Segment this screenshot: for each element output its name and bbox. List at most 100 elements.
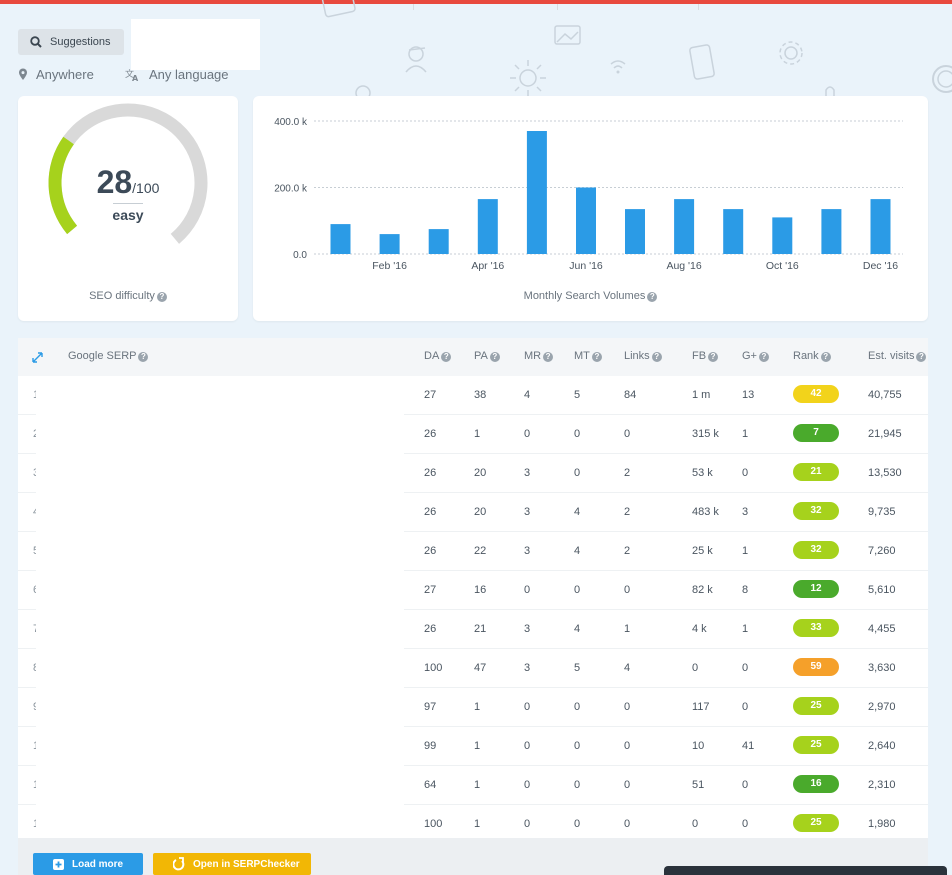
help-icon[interactable]: ?: [156, 292, 167, 302]
volume-bar[interactable]: [379, 234, 400, 254]
volume-bar[interactable]: [526, 131, 547, 254]
seo-score-value: 28: [96, 164, 133, 200]
help-icon[interactable]: ?: [647, 292, 658, 302]
col-mr[interactable]: MR?: [524, 350, 554, 362]
expand-icon[interactable]: [32, 352, 43, 363]
location-selector[interactable]: Anywhere: [18, 67, 94, 82]
cell-fb: 53 k: [692, 467, 713, 479]
cell-fb: 117: [692, 701, 710, 713]
rank-badge: 21: [793, 463, 839, 481]
help-icon[interactable]: ?: [820, 352, 831, 362]
col-rank[interactable]: Rank?: [793, 350, 831, 362]
volume-bar[interactable]: [870, 199, 891, 254]
y-tick-label: 0.0: [293, 250, 307, 261]
x-tick-label: Oct '16: [766, 260, 799, 272]
score-divider: [113, 203, 143, 204]
seo-difficulty-caption: SEO difficulty?: [18, 290, 238, 302]
cell-pa: 21: [474, 623, 487, 635]
help-icon[interactable]: ?: [441, 352, 452, 362]
help-icon[interactable]: ?: [138, 352, 149, 362]
col-serp[interactable]: Google SERP?: [68, 350, 149, 362]
cell-pa: 1: [474, 428, 481, 440]
cell-pa: 1: [474, 779, 481, 791]
rank-badge: 25: [793, 814, 839, 832]
sun-doodle-icon: [510, 60, 546, 96]
nav-divider: [698, 4, 699, 10]
rank-badge: 25: [793, 697, 839, 715]
help-icon[interactable]: ?: [591, 352, 602, 362]
cell-mr: 0: [524, 584, 531, 596]
cell-fb: 82 k: [692, 584, 713, 596]
cell-visits: 40,755: [868, 389, 902, 401]
volume-bar[interactable]: [674, 199, 695, 254]
cell-links: 0: [624, 779, 631, 791]
help-icon[interactable]: ?: [651, 352, 662, 362]
cell-fb: 483 k: [692, 506, 719, 518]
map-pin-icon: [19, 68, 27, 80]
cell-mt: 0: [574, 428, 581, 440]
help-icon[interactable]: ?: [708, 352, 719, 362]
cell-mr: 0: [524, 818, 531, 830]
volume-bar[interactable]: [576, 187, 596, 255]
col-gplus[interactable]: G+?: [742, 350, 769, 362]
volume-bar[interactable]: [428, 229, 449, 254]
load-more-button[interactable]: Load more: [33, 853, 143, 875]
wallet-doodle-icon: [321, 0, 356, 18]
col-pa[interactable]: PA?: [474, 350, 500, 362]
cell-fb: 10: [692, 740, 705, 752]
suggestions-label: Suggestions: [50, 36, 111, 48]
help-icon[interactable]: ?: [543, 352, 554, 362]
rank-badge: 32: [793, 541, 839, 559]
seo-score-max: /100: [132, 180, 160, 196]
person-doodle-icon: [405, 46, 427, 73]
cell-links: 0: [624, 584, 631, 596]
table-header: Google SERP? DA? PA? MR? MT? Links? FB? …: [18, 338, 928, 376]
col-da[interactable]: DA?: [424, 350, 452, 362]
volume-bar[interactable]: [477, 199, 498, 254]
cell-mt: 0: [574, 779, 581, 791]
help-icon[interactable]: ?: [489, 352, 500, 362]
open-serpchecker-button[interactable]: Open in SERPChecker: [153, 853, 311, 875]
volume-bar[interactable]: [330, 224, 351, 254]
cell-mt: 0: [574, 740, 581, 752]
volume-bar[interactable]: [625, 209, 645, 254]
col-fb[interactable]: FB?: [692, 350, 719, 362]
cell-da: 64: [424, 779, 437, 791]
cell-mt: 0: [574, 701, 581, 713]
cell-da: 26: [424, 428, 437, 440]
col-est-visits[interactable]: Est. visits?: [868, 350, 927, 362]
search-volume-card: 0.0 200.0 k 400.0 k Feb '16 Apr '16 Jun '16 Au…: [253, 96, 928, 321]
col-links[interactable]: Links?: [624, 350, 662, 362]
keyword-input-area[interactable]: [131, 19, 260, 70]
chat-widget-bar[interactable]: [664, 866, 947, 875]
cell-visits: 5,610: [868, 584, 896, 596]
volume-bar[interactable]: [723, 209, 744, 254]
cell-mr: 4: [524, 389, 531, 401]
cell-links: 2: [624, 506, 631, 518]
top-accent-bar: [0, 0, 952, 10]
suggestions-button[interactable]: Suggestions: [18, 29, 124, 55]
volume-bar[interactable]: [821, 209, 842, 254]
col-mt[interactable]: MT?: [574, 350, 602, 362]
cell-fb: 0: [692, 662, 699, 674]
cell-pa: 38: [474, 389, 487, 401]
help-icon[interactable]: ?: [916, 352, 927, 362]
cell-da: 26: [424, 467, 437, 479]
volume-bar[interactable]: [772, 217, 793, 254]
cell-links: 84: [624, 389, 637, 401]
cell-mt: 4: [574, 545, 581, 557]
cell-pa: 1: [474, 701, 481, 713]
cell-pa: 1: [474, 818, 481, 830]
nav-divider: [413, 4, 414, 10]
help-icon[interactable]: ?: [758, 352, 769, 362]
cell-visits: 2,970: [868, 701, 896, 713]
